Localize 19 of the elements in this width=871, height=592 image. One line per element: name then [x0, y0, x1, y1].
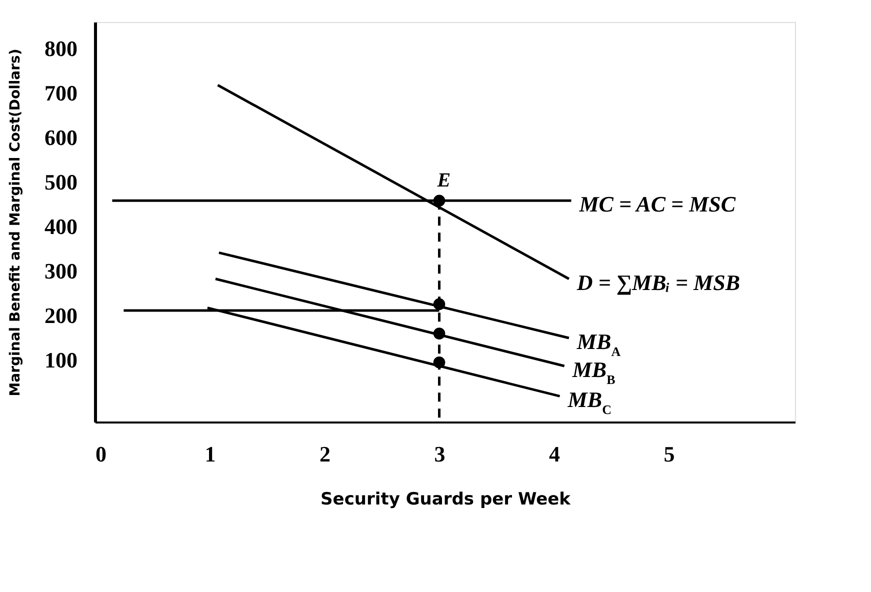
y-tick-label: 500	[44, 170, 78, 194]
y-axis-title: Marginal Benefit and Marginal Cost(Dollars)	[8, 48, 24, 396]
x-tick-label: 4	[549, 442, 560, 466]
y-tick-label: 100	[44, 347, 78, 372]
x-tick-label: 2	[320, 442, 331, 466]
x-tick-label: 5	[664, 442, 675, 466]
y-tick-label: 600	[44, 125, 78, 150]
y-tick-label: 700	[44, 80, 78, 106]
annotation: E	[436, 170, 451, 192]
y-tick-label: 800	[44, 36, 78, 62]
x-axis-title: Security Guards per Week	[320, 490, 572, 510]
x-tick-label: 3	[434, 442, 446, 466]
series-label: D = ∑MBᵢ = MSB	[576, 270, 740, 295]
x-tick-label: 1	[204, 442, 216, 466]
y-tick-label: 400	[44, 214, 78, 239]
x-tick-label: 0	[96, 442, 106, 466]
series-label: MC = AC = MSC	[578, 192, 736, 217]
y-tick-label: 200	[44, 302, 78, 328]
y-tick-label: 300	[44, 258, 78, 284]
